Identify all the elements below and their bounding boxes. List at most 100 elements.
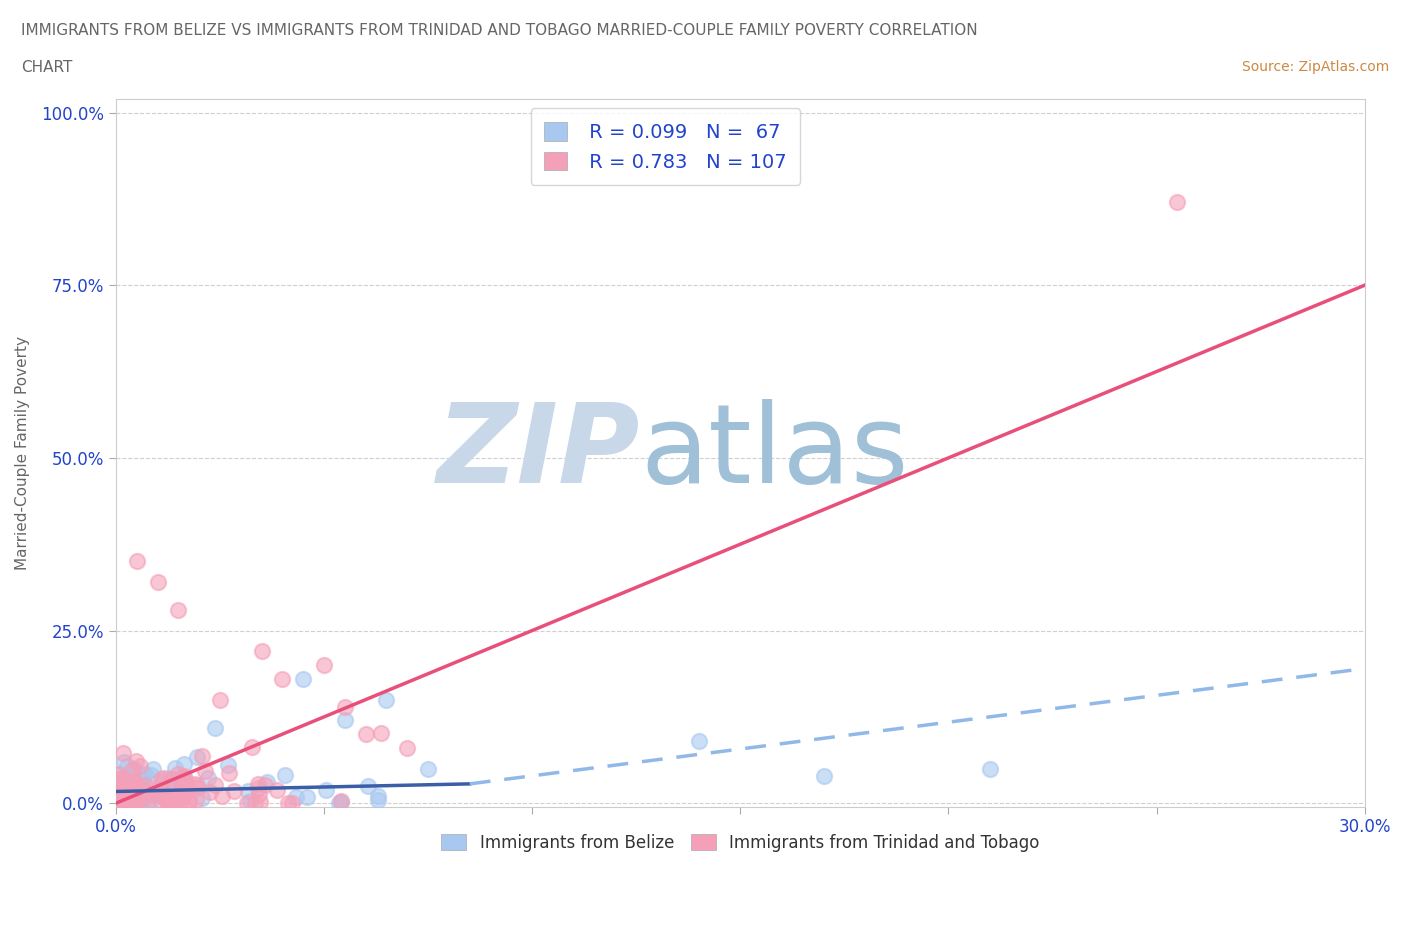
Point <box>131 773 153 788</box>
Point <box>132 767 155 782</box>
Point <box>222 783 245 798</box>
Point <box>115 788 138 803</box>
Point <box>357 778 380 793</box>
Point <box>204 721 226 736</box>
Point <box>132 783 155 798</box>
Text: IMMIGRANTS FROM BELIZE VS IMMIGRANTS FROM TRINIDAD AND TOBAGO MARRIED-COUPLE FAM: IMMIGRANTS FROM BELIZE VS IMMIGRANTS FRO… <box>21 23 977 38</box>
Point <box>128 796 150 811</box>
Point <box>131 784 153 799</box>
Point <box>121 781 143 796</box>
Point <box>148 787 170 802</box>
Point <box>111 792 134 807</box>
Point <box>172 769 194 784</box>
Point <box>122 795 145 810</box>
Point <box>142 762 165 777</box>
Point <box>124 795 146 810</box>
Point <box>134 789 156 804</box>
Point <box>813 768 835 783</box>
Point <box>129 791 152 806</box>
Point <box>139 793 162 808</box>
Point <box>160 772 183 787</box>
Text: atlas: atlas <box>640 399 908 506</box>
Point <box>375 692 398 707</box>
Point <box>354 726 377 741</box>
Point <box>169 790 191 804</box>
Point <box>186 750 208 764</box>
Point <box>114 772 136 787</box>
Point <box>121 776 143 790</box>
Point <box>115 758 138 773</box>
Point <box>118 786 141 801</box>
Point <box>118 785 141 800</box>
Point <box>271 671 294 686</box>
Point <box>217 757 239 772</box>
Point <box>108 783 131 798</box>
Point <box>159 794 181 809</box>
Point <box>111 746 134 761</box>
Point <box>134 777 156 792</box>
Point <box>134 766 156 781</box>
Point <box>328 795 350 810</box>
Point <box>157 788 180 803</box>
Point <box>112 790 135 805</box>
Point <box>277 795 299 810</box>
Point <box>139 768 162 783</box>
Point <box>122 783 145 798</box>
Point <box>333 713 356 728</box>
Point <box>281 795 304 810</box>
Point <box>150 774 173 789</box>
Point <box>131 785 153 800</box>
Point <box>125 754 148 769</box>
Y-axis label: Married-Couple Family Poverty: Married-Couple Family Poverty <box>15 336 30 570</box>
Point <box>111 794 134 809</box>
Point <box>246 781 269 796</box>
Point <box>111 771 134 786</box>
Point <box>173 757 195 772</box>
Point <box>200 785 222 800</box>
Point <box>117 792 139 807</box>
Point <box>173 770 195 785</box>
Point <box>107 788 129 803</box>
Point <box>186 780 208 795</box>
Point <box>117 789 139 804</box>
Point <box>236 795 259 810</box>
Point <box>138 787 160 802</box>
Point <box>174 785 197 800</box>
Point <box>173 773 195 788</box>
Point <box>197 770 219 785</box>
Point <box>330 794 353 809</box>
Point <box>111 791 134 806</box>
Point <box>165 761 187 776</box>
Point <box>367 788 389 803</box>
Point <box>179 793 201 808</box>
Point <box>266 782 288 797</box>
Text: ZIP: ZIP <box>437 399 640 506</box>
Point <box>172 781 194 796</box>
Point <box>121 763 143 777</box>
Point <box>121 784 143 799</box>
Point <box>155 793 177 808</box>
Point <box>159 770 181 785</box>
Point <box>333 699 356 714</box>
Point <box>127 792 149 807</box>
Legend: Immigrants from Belize, Immigrants from Trinidad and Tobago: Immigrants from Belize, Immigrants from … <box>434 827 1046 858</box>
Point <box>107 794 129 809</box>
Point <box>117 780 139 795</box>
Point <box>160 778 183 793</box>
Point <box>131 784 153 799</box>
Point <box>122 774 145 789</box>
Point <box>1166 195 1188 210</box>
Point <box>132 794 155 809</box>
Point <box>125 554 148 569</box>
Point <box>284 790 307 804</box>
Point <box>211 789 233 804</box>
Point <box>246 777 269 791</box>
Point <box>148 786 170 801</box>
Point <box>330 794 353 809</box>
Point <box>148 793 170 808</box>
Point <box>105 777 128 792</box>
Point <box>184 793 207 808</box>
Point <box>396 740 419 755</box>
Point <box>416 762 439 777</box>
Point <box>120 779 142 794</box>
